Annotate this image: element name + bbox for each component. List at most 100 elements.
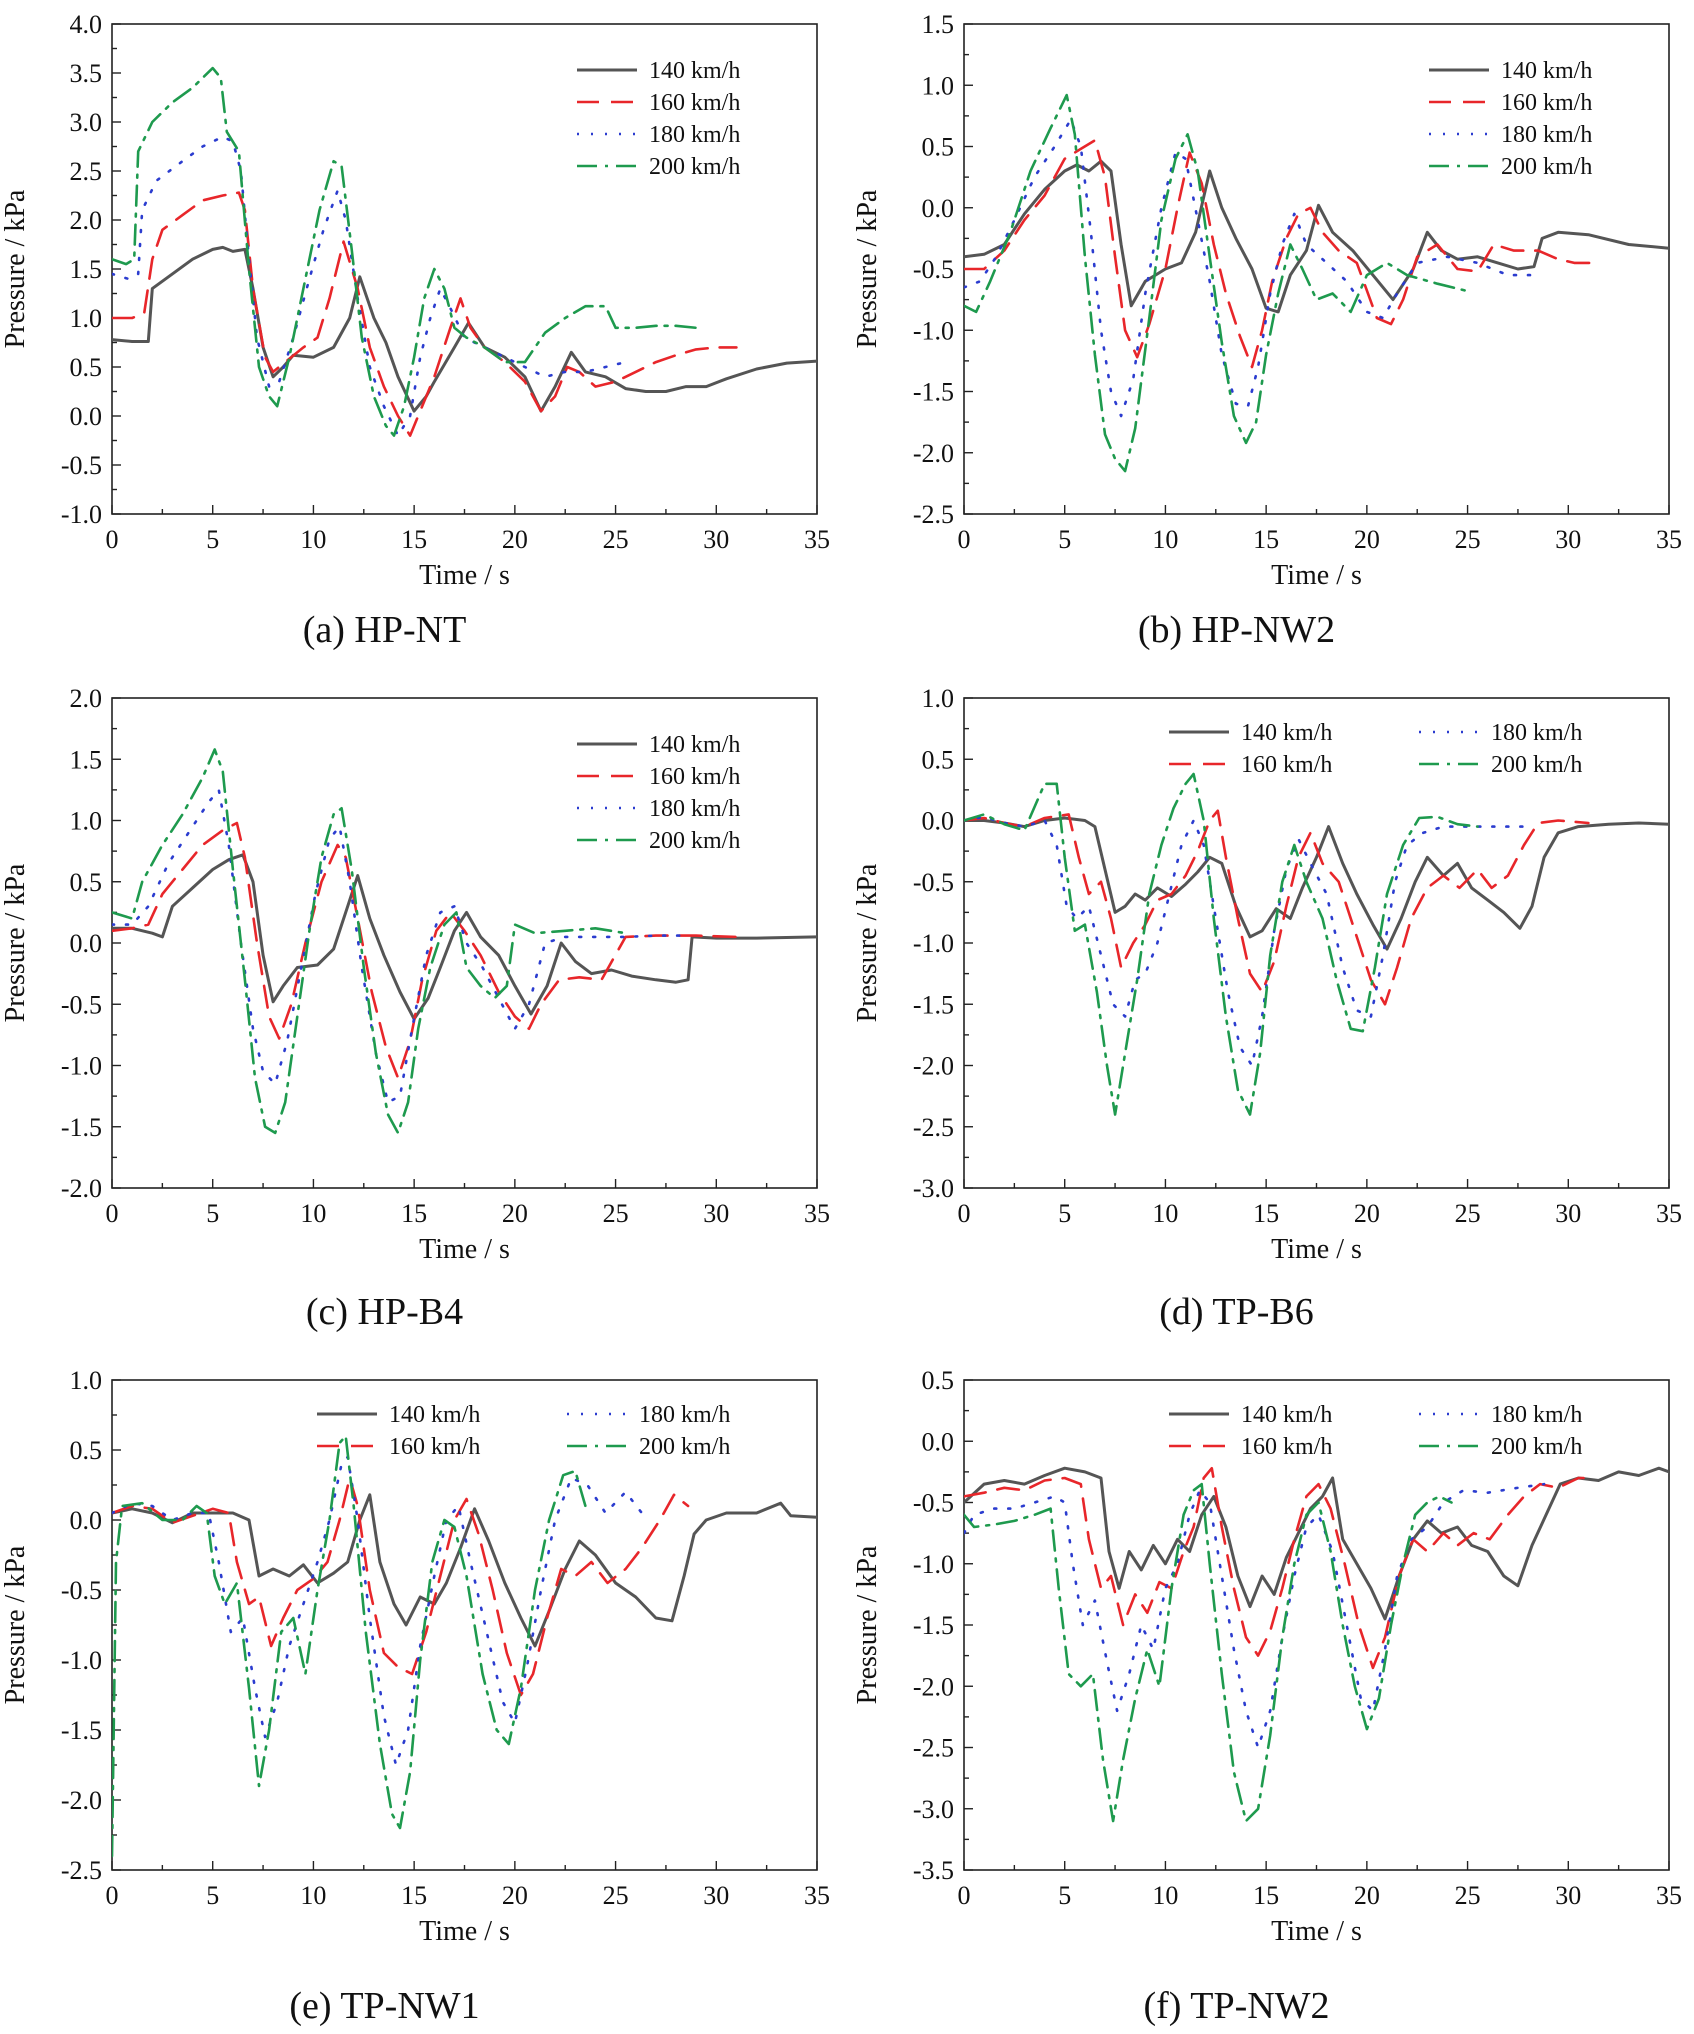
y-tick-label: -1.0 bbox=[913, 1550, 954, 1579]
x-axis-title: Time / s bbox=[419, 1234, 510, 1265]
series-line bbox=[112, 1493, 817, 1648]
y-axis-title: Pressure / kPa bbox=[0, 1545, 31, 1704]
x-tick-label: 0 bbox=[106, 1199, 119, 1228]
series-line bbox=[964, 816, 1669, 951]
x-tick-label: 15 bbox=[1253, 525, 1279, 554]
y-tick-label: -1.0 bbox=[61, 1646, 102, 1675]
series-line bbox=[964, 1482, 1453, 1823]
y-tick-label: 1.5 bbox=[70, 745, 103, 774]
y-tick-label: 0.5 bbox=[922, 745, 955, 774]
x-tick-label: 35 bbox=[804, 525, 830, 554]
series-line bbox=[964, 1466, 1669, 1621]
x-tick-label: 25 bbox=[1455, 1881, 1481, 1910]
series-line bbox=[964, 772, 1479, 1116]
y-tick-label: 2.0 bbox=[70, 206, 103, 235]
x-tick-label: 25 bbox=[1455, 525, 1481, 554]
x-tick-label: 5 bbox=[206, 525, 219, 554]
y-tick-label: 0.5 bbox=[922, 1366, 955, 1395]
x-tick-label: 35 bbox=[804, 1199, 830, 1228]
x-axis-title: Time / s bbox=[419, 560, 510, 591]
series-line bbox=[112, 853, 817, 1021]
series-line bbox=[964, 1466, 1590, 1670]
x-axis-title: Time / s bbox=[1271, 560, 1362, 591]
y-tick-label: -1.0 bbox=[913, 929, 954, 958]
x-tick-label: 35 bbox=[1656, 1881, 1682, 1910]
x-tick-label: 35 bbox=[1656, 1199, 1682, 1228]
series-group bbox=[112, 748, 817, 1135]
x-tick-label: 15 bbox=[401, 1881, 427, 1910]
y-axis-title: Pressure / kPa bbox=[0, 863, 31, 1022]
y-tick-label: -0.5 bbox=[913, 868, 954, 897]
x-tick-label: 15 bbox=[401, 525, 427, 554]
legend-label: 180 km/h bbox=[1491, 720, 1582, 746]
legend-label: 160 km/h bbox=[649, 764, 740, 790]
legend-label: 180 km/h bbox=[649, 122, 740, 148]
x-tick-label: 30 bbox=[1555, 1881, 1581, 1910]
y-tick-label: 0.0 bbox=[70, 1506, 103, 1535]
x-tick-label: 0 bbox=[958, 1199, 971, 1228]
y-tick-label: -0.5 bbox=[61, 990, 102, 1019]
legend-label: 200 km/h bbox=[1491, 1434, 1582, 1460]
series-line bbox=[964, 118, 1542, 418]
y-tick-label: -0.5 bbox=[913, 255, 954, 284]
series-line bbox=[112, 191, 738, 437]
x-tick-label: 10 bbox=[1152, 525, 1178, 554]
legend-label: 140 km/h bbox=[1241, 720, 1332, 746]
x-tick-label: 30 bbox=[703, 525, 729, 554]
series-group bbox=[112, 66, 817, 437]
y-tick-label: 1.0 bbox=[70, 1366, 103, 1395]
x-tick-label: 30 bbox=[1555, 525, 1581, 554]
x-tick-label: 15 bbox=[401, 1199, 427, 1228]
y-tick-label: 3.0 bbox=[70, 108, 103, 137]
legend-label: 180 km/h bbox=[1501, 122, 1592, 148]
legend-label: 180 km/h bbox=[649, 796, 740, 822]
y-tick-label: 2.5 bbox=[70, 157, 103, 186]
x-tick-label: 30 bbox=[703, 1881, 729, 1910]
x-tick-label: 15 bbox=[1253, 1881, 1279, 1910]
x-tick-label: 0 bbox=[106, 1881, 119, 1910]
y-tick-label: -2.5 bbox=[61, 1856, 102, 1885]
series-line bbox=[112, 66, 698, 437]
y-tick-label: 0.0 bbox=[922, 1427, 955, 1456]
y-tick-label: 1.5 bbox=[922, 10, 955, 39]
x-tick-label: 30 bbox=[1555, 1199, 1581, 1228]
y-tick-label: 1.5 bbox=[70, 255, 103, 284]
series-line bbox=[112, 1476, 690, 1697]
y-tick-label: 0.0 bbox=[922, 807, 955, 836]
series-line bbox=[964, 809, 1590, 1006]
series-line bbox=[964, 815, 1530, 1067]
legend-label: 200 km/h bbox=[1501, 154, 1592, 180]
y-tick-label: -2.5 bbox=[913, 500, 954, 529]
x-axis-title: Time / s bbox=[1271, 1234, 1362, 1265]
panel-caption: (d) TP-B6 bbox=[1159, 1291, 1313, 1333]
legend-label: 200 km/h bbox=[649, 154, 740, 180]
series-group bbox=[964, 772, 1669, 1116]
series-line bbox=[964, 139, 1594, 369]
y-tick-label: 1.0 bbox=[70, 807, 103, 836]
x-tick-label: 20 bbox=[1354, 525, 1380, 554]
legend-label: 160 km/h bbox=[1501, 90, 1592, 116]
x-tick-label: 30 bbox=[703, 1199, 729, 1228]
x-axis-title: Time / s bbox=[1271, 1916, 1362, 1947]
x-tick-label: 20 bbox=[1354, 1881, 1380, 1910]
y-tick-label: 0.5 bbox=[70, 353, 103, 382]
panel-hp-b4: 0 5 10 15 20 25 30 35 -2.0 -1.5 -1.0 -0.5 0.0 0.5 1.0 1… bbox=[0, 684, 830, 1333]
series-group bbox=[964, 1466, 1669, 1823]
legend-label: 180 km/h bbox=[639, 1402, 730, 1428]
y-tick-label: -1.5 bbox=[913, 1611, 954, 1640]
legend-label: 180 km/h bbox=[1491, 1402, 1582, 1428]
y-tick-label: -2.0 bbox=[61, 1174, 102, 1203]
y-tick-label: -1.5 bbox=[913, 990, 954, 1019]
series-line bbox=[964, 93, 1469, 473]
x-tick-label: 10 bbox=[1152, 1881, 1178, 1910]
y-tick-label: -0.5 bbox=[61, 1576, 102, 1605]
y-tick-label: -1.0 bbox=[61, 1052, 102, 1081]
x-tick-label: 5 bbox=[206, 1199, 219, 1228]
y-tick-label: 2.0 bbox=[70, 684, 103, 713]
x-tick-label: 35 bbox=[1656, 525, 1682, 554]
x-tick-label: 5 bbox=[1058, 1199, 1071, 1228]
legend-label: 140 km/h bbox=[1501, 58, 1592, 84]
legend-label: 160 km/h bbox=[389, 1434, 480, 1460]
series-line bbox=[112, 788, 688, 1104]
x-tick-label: 20 bbox=[502, 525, 528, 554]
